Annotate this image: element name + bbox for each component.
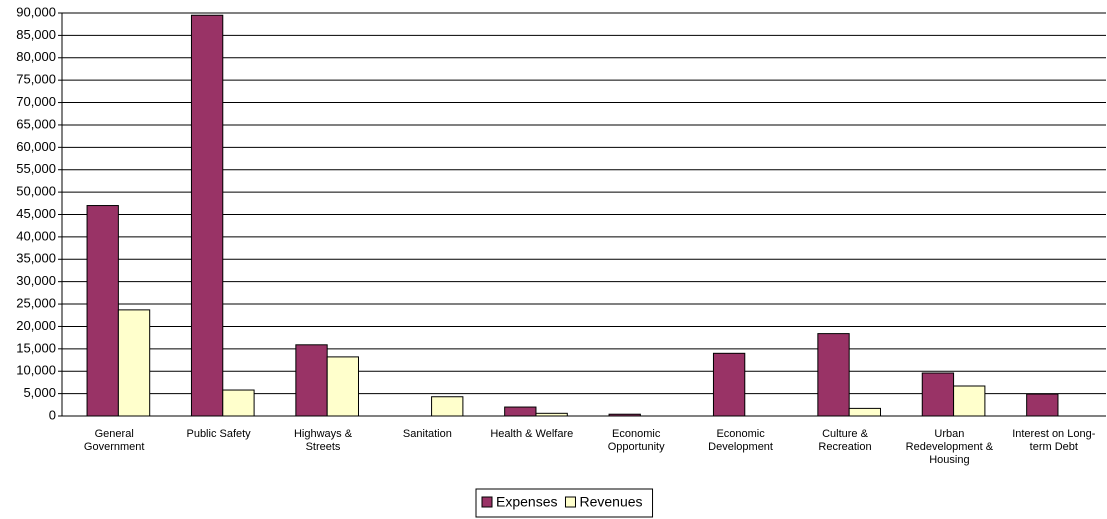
bar [295, 344, 328, 417]
y-tick-label: 15,000 [16, 340, 56, 355]
bar [712, 352, 746, 417]
legend-swatch [564, 496, 576, 508]
y-tick-label: 0 [49, 407, 56, 422]
y-tick-label: 5,000 [23, 385, 56, 400]
y-tick-label: 10,000 [16, 363, 56, 378]
legend-label: Revenues [579, 494, 642, 510]
y-tick-label: 30,000 [16, 273, 56, 288]
x-tick-label: General Government [84, 428, 145, 453]
legend-swatch [481, 496, 493, 508]
y-tick-label: 25,000 [16, 295, 56, 310]
y-tick-label: 35,000 [16, 251, 56, 266]
y-tick-label: 90,000 [16, 4, 56, 19]
y-tick-label: 70,000 [16, 94, 56, 109]
bar [431, 396, 464, 417]
bar [190, 14, 224, 417]
y-tick-label: 60,000 [16, 139, 56, 154]
bar [535, 412, 568, 417]
legend-box [475, 488, 654, 518]
bar [848, 407, 881, 417]
legend-label: Expenses [496, 494, 557, 510]
x-tick-label: Sanitation [403, 428, 452, 440]
x-tick-label: Economic Development [708, 428, 773, 453]
y-tick-label: 55,000 [16, 161, 56, 176]
y-tick-label: 40,000 [16, 228, 56, 243]
y-tick-label: 65,000 [16, 116, 56, 131]
bar [86, 205, 119, 417]
bar [817, 333, 850, 417]
y-tick-label: 45,000 [16, 206, 56, 221]
x-tick-label: Interest on Long-term Debt [1012, 428, 1096, 453]
bar [117, 309, 151, 417]
x-tick-label: Economic Opportunity [608, 428, 665, 453]
x-tick-label: Highways & Streets [294, 428, 353, 453]
y-tick-label: 20,000 [16, 318, 56, 333]
x-tick-label: Culture & Recreation [818, 428, 871, 453]
x-tick-label: Public Safety [186, 428, 251, 440]
y-tick-label: 85,000 [16, 27, 56, 42]
y-tick-label: 80,000 [16, 49, 56, 64]
bar [222, 389, 255, 417]
bar [921, 372, 955, 417]
bar [608, 413, 641, 417]
y-tick-label: 50,000 [16, 184, 56, 199]
x-tick-label: Health & Welfare [490, 428, 573, 440]
x-tick-label: Urban Redevelopment & Housing [906, 428, 994, 466]
bar [953, 385, 986, 417]
bar [1026, 393, 1059, 417]
y-tick-label: 75,000 [16, 72, 56, 87]
legend: Expenses Revenues [475, 488, 654, 518]
bar [326, 356, 359, 417]
bar [504, 406, 537, 417]
